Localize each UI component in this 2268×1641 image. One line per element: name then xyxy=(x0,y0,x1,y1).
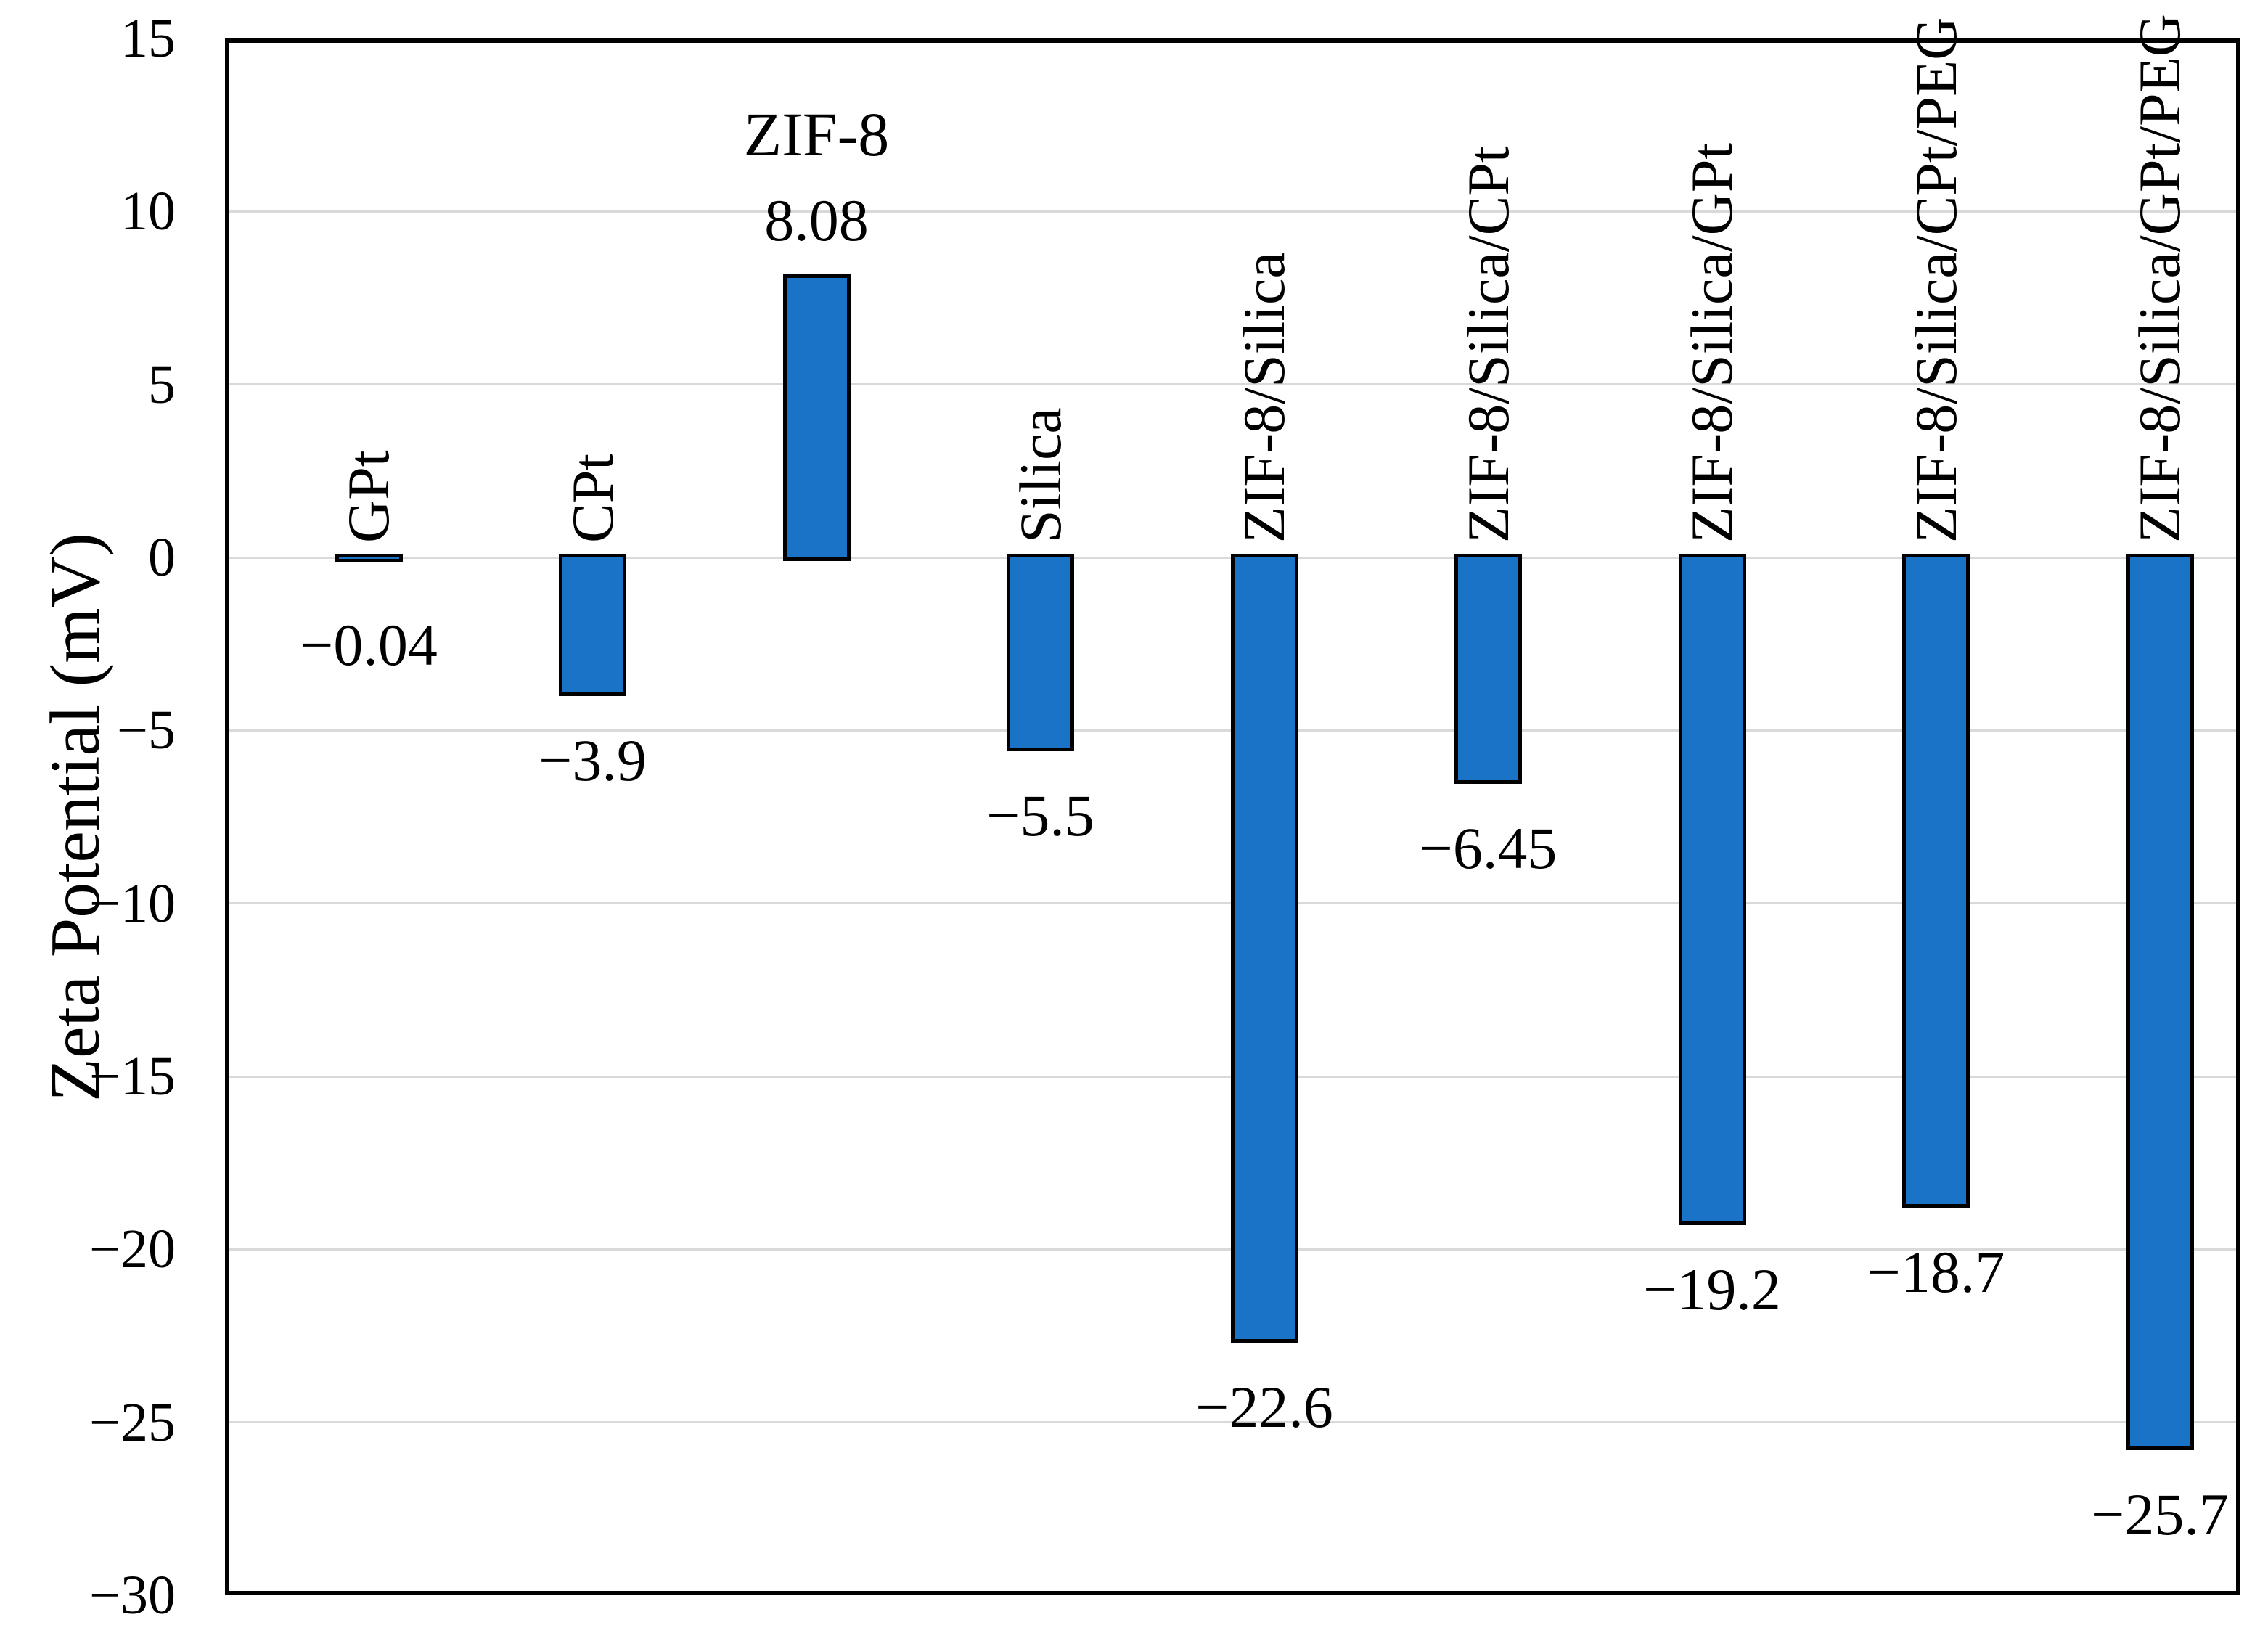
value-label: −5.5 xyxy=(986,782,1094,849)
y-axis-title: Zeta Potential (mV) xyxy=(36,533,115,1102)
category-label: ZIF-8/Silica/GPt xyxy=(1678,142,1745,543)
gridline xyxy=(229,383,2236,386)
y-tick-label: −10 xyxy=(89,872,176,934)
y-tick-label: −15 xyxy=(89,1046,176,1107)
value-label: −22.6 xyxy=(1195,1374,1333,1441)
bar-GPt xyxy=(335,554,403,562)
bar-Silica xyxy=(1007,554,1074,752)
category-label: Silica xyxy=(1007,407,1073,543)
value-label: −6.45 xyxy=(1419,815,1557,882)
bar-ZIF-8/Silica/GPt xyxy=(1678,554,1746,1226)
value-label: 8.08 xyxy=(764,187,869,253)
y-tick-label: 15 xyxy=(120,8,176,69)
bar-ZIF-8/Silica/GPt/PEG xyxy=(2126,554,2194,1451)
y-tick-label: 10 xyxy=(120,181,176,242)
value-label: −3.9 xyxy=(539,727,647,793)
y-tick-label: 0 xyxy=(148,527,176,588)
gridline xyxy=(229,210,2236,213)
bar-ZIF-8/Silica/CPt/PEG xyxy=(1902,554,1970,1208)
y-tick-label: −30 xyxy=(89,1565,176,1626)
y-tick-label: −20 xyxy=(89,1219,176,1280)
category-label: ZIF-8/Silica/GPt/PEG xyxy=(2126,14,2193,543)
y-tick-label: −25 xyxy=(89,1391,176,1453)
bar-CPt xyxy=(559,554,626,696)
value-label: −0.04 xyxy=(300,611,438,678)
value-label: −25.7 xyxy=(2091,1481,2229,1548)
category-label: ZIF-8/Silica/CPt xyxy=(1454,146,1521,543)
category-label: CPt xyxy=(559,453,626,543)
bar-ZIF-8 xyxy=(782,274,851,561)
y-tick-label: 5 xyxy=(148,353,176,415)
category-label: ZIF-8/Silica/CPt/PEG xyxy=(1902,17,1969,543)
category-label: ZIF-8 xyxy=(743,99,890,169)
gridline xyxy=(229,1421,2236,1424)
category-label: GPt xyxy=(335,450,401,543)
y-tick-label: −5 xyxy=(117,700,176,761)
category-label: ZIF-8/Silica xyxy=(1230,252,1297,543)
value-label: −19.2 xyxy=(1643,1256,1781,1323)
bar-ZIF-8/Silica/CPt xyxy=(1454,554,1522,785)
value-label: −18.7 xyxy=(1867,1239,2005,1306)
bar-ZIF-8/Silica xyxy=(1230,554,1298,1343)
